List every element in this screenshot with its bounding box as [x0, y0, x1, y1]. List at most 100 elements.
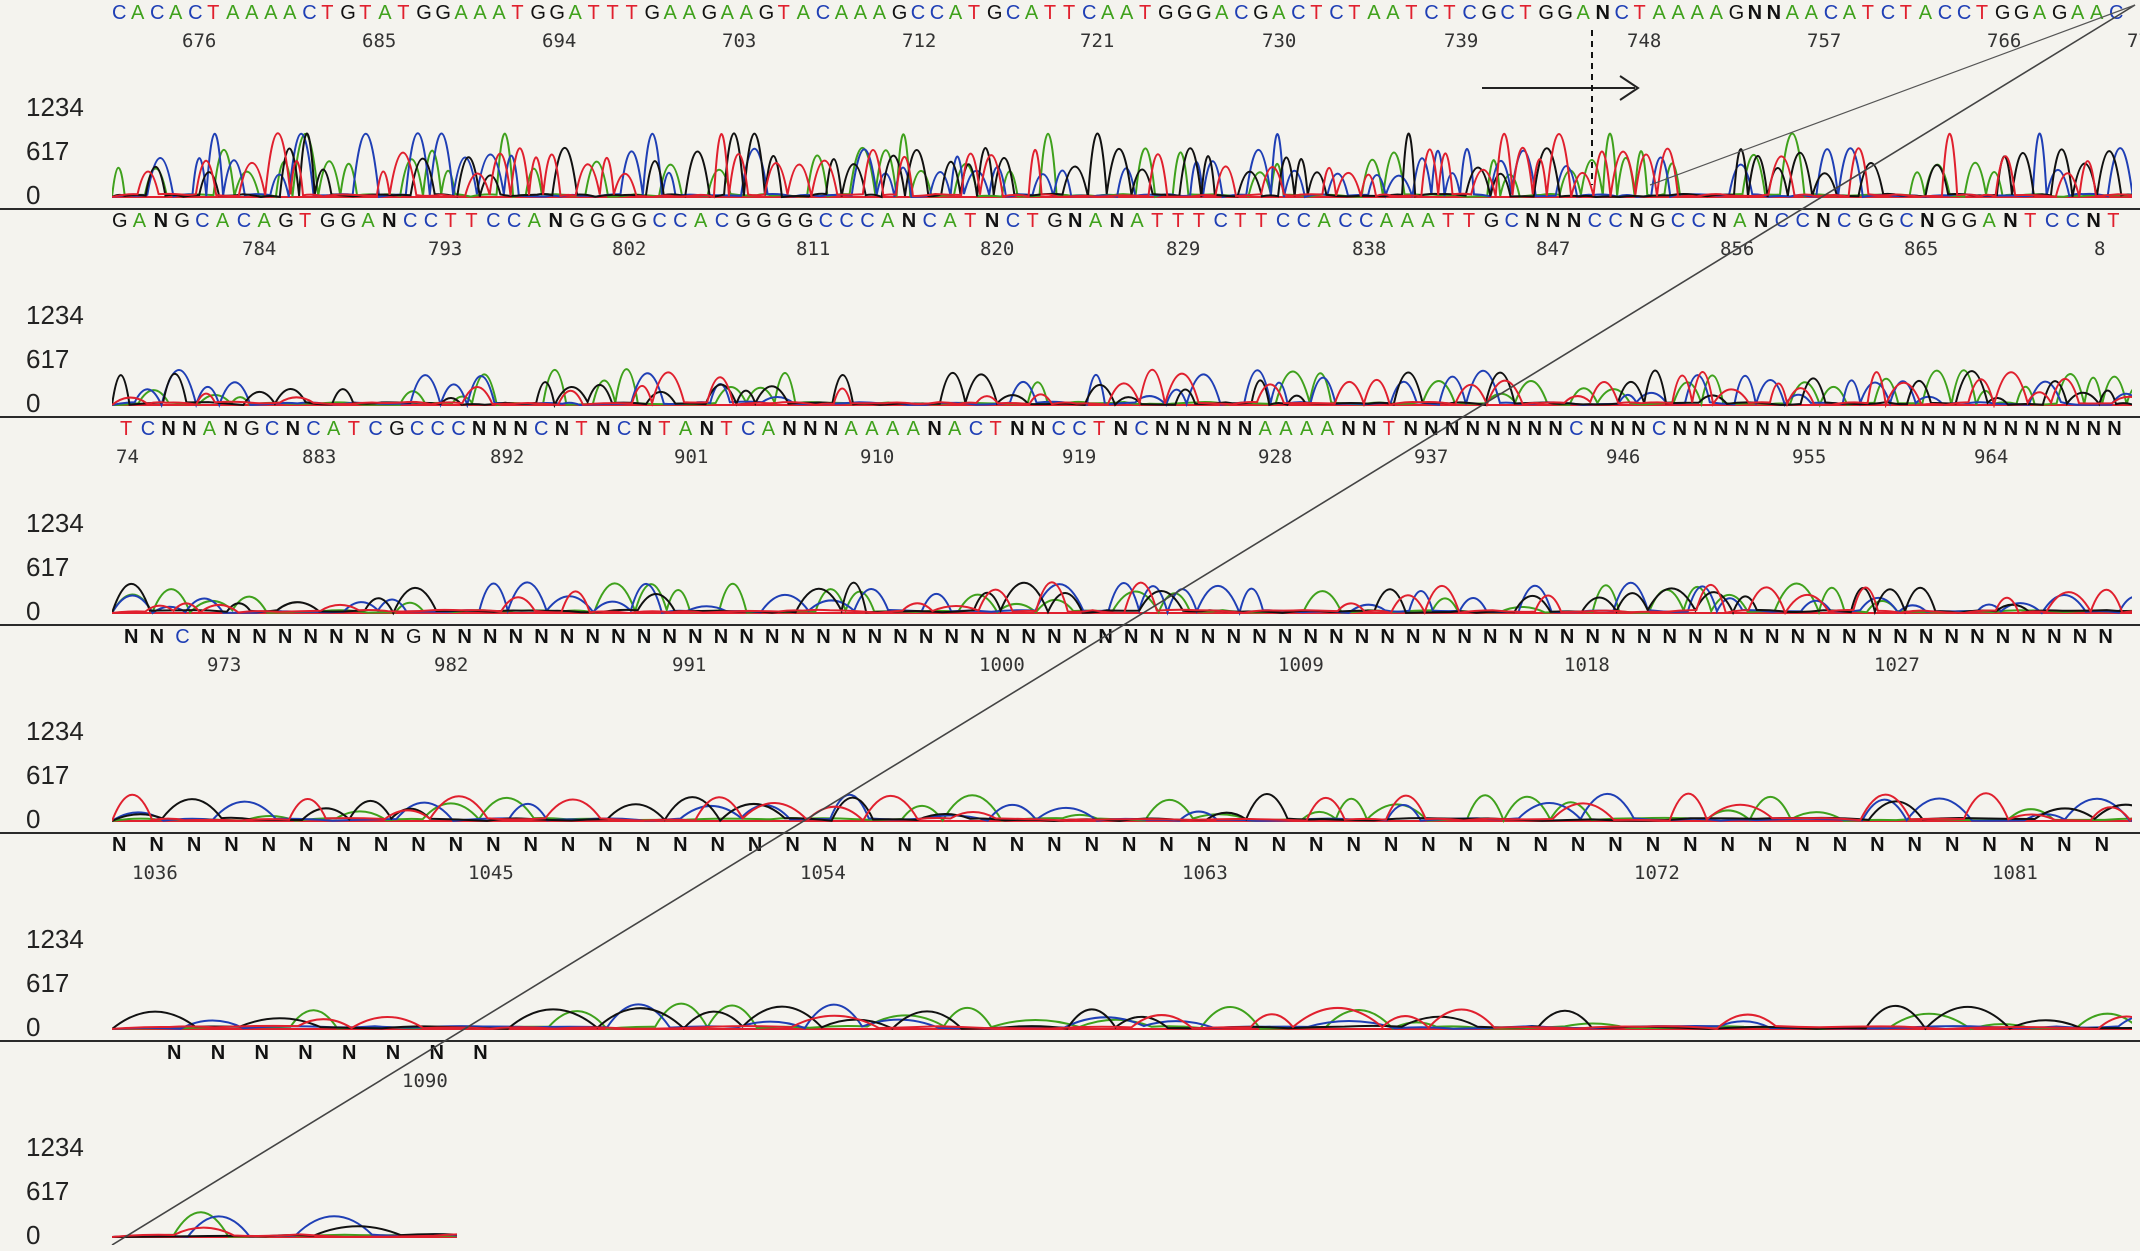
base-call: G [340, 2, 356, 24]
base-call: N [1611, 626, 1626, 648]
base-call: C [929, 2, 945, 24]
base-call: C [112, 2, 127, 24]
base-call: N [149, 626, 165, 648]
base-call: N [382, 210, 397, 232]
base-call: T [120, 418, 133, 440]
base-call: N [1585, 626, 1600, 648]
base-call: A [527, 210, 541, 232]
position-label: 74 [116, 446, 139, 468]
y-tick-label: 1234 [26, 92, 84, 122]
base-call: A [1982, 210, 1996, 232]
base-call: A [492, 2, 506, 24]
base-call: G [1878, 210, 1895, 232]
position-label: 1009 [1278, 654, 1324, 676]
base-call: A [202, 418, 217, 440]
position-label: 847 [1536, 238, 1571, 260]
base-call: N [1380, 626, 1395, 648]
base-call: N [1941, 418, 1957, 440]
base-call: N [1217, 418, 1232, 440]
base-call: A [1690, 2, 1704, 24]
base-call: N [1496, 834, 1511, 856]
base-call: G [1158, 2, 1174, 24]
base-call: N [1486, 418, 1501, 440]
base-call: N [1200, 626, 1216, 648]
base-call: C [1837, 210, 1852, 232]
base-call: A [853, 2, 868, 24]
base-call: T [444, 210, 457, 232]
base-call: N [1431, 626, 1447, 648]
base-call: A [132, 210, 147, 232]
base-call: T [575, 418, 588, 440]
y-tick-label: 0 [26, 1012, 41, 1042]
base-call: C [1569, 418, 1584, 440]
base-call: A [880, 210, 895, 232]
base-call: N [277, 626, 293, 648]
base-call: N [611, 626, 626, 648]
base-call: C [306, 418, 321, 440]
base-call: N [1712, 210, 1727, 232]
base-call: N [1122, 834, 1137, 856]
base-call: N [1277, 626, 1293, 648]
base-call: N [934, 834, 950, 856]
base-call: A [215, 210, 230, 232]
base-call: G [435, 2, 451, 24]
position-label: 784 [242, 238, 277, 260]
base-call: N [970, 626, 985, 648]
position-label: 802 [612, 238, 647, 260]
base-call: G [1649, 210, 1666, 232]
position-label: 775 [2127, 30, 2140, 52]
base-call: N [1907, 834, 1922, 856]
base-call: T [587, 2, 600, 24]
base-call: A [948, 418, 962, 440]
base-call: N [598, 834, 613, 856]
y-tick-label: 1234 [26, 716, 84, 746]
base-call: C [1072, 418, 1087, 440]
base-call: N [431, 626, 447, 648]
base-call: N [1508, 626, 1524, 648]
base-call: T [606, 2, 619, 24]
base-call: T [1234, 210, 1247, 232]
y-tick-label: 1234 [26, 924, 84, 954]
base-call: N [1817, 418, 1832, 440]
base-call: G [319, 210, 336, 232]
base-call: N [1196, 418, 1211, 440]
base-call: T [1462, 210, 1476, 232]
position-label: 820 [980, 238, 1015, 260]
base-call: T [1899, 2, 1912, 24]
base-call: N [112, 834, 127, 856]
base-call: A [1386, 2, 1400, 24]
base-call: A [1130, 210, 1144, 232]
base-call: N [1900, 418, 1915, 440]
base-call: G [2013, 2, 2030, 24]
base-call: C [534, 418, 549, 440]
base-call: N [254, 1042, 269, 1064]
base-call: N [1068, 210, 1083, 232]
base-call: N [182, 418, 197, 440]
base-call: T [1519, 2, 1532, 24]
base-call: N [1672, 418, 1688, 440]
base-call: N [688, 626, 703, 648]
base-call: N [893, 626, 908, 648]
panel-divider [0, 624, 2140, 626]
base-call: G [1253, 2, 1269, 24]
base-call: T [321, 2, 334, 24]
base-call: C [1691, 210, 1706, 232]
position-label: 910 [860, 446, 895, 468]
base-call: G [644, 2, 661, 24]
base-call: A [257, 210, 271, 232]
base-call: N [1403, 418, 1418, 440]
base-call: N [1589, 418, 1605, 440]
base-call: A [720, 2, 734, 24]
base-call: C [195, 210, 210, 232]
base-call: G [777, 210, 793, 232]
base-call: N [710, 834, 725, 856]
base-call: N [2107, 418, 2122, 440]
position-label: 883 [302, 446, 337, 468]
y-tick-label: 617 [26, 968, 70, 998]
position-label: 712 [902, 30, 937, 52]
base-call: N [1525, 210, 1540, 232]
base-call: C [815, 2, 831, 24]
base-call: A [2032, 2, 2047, 24]
